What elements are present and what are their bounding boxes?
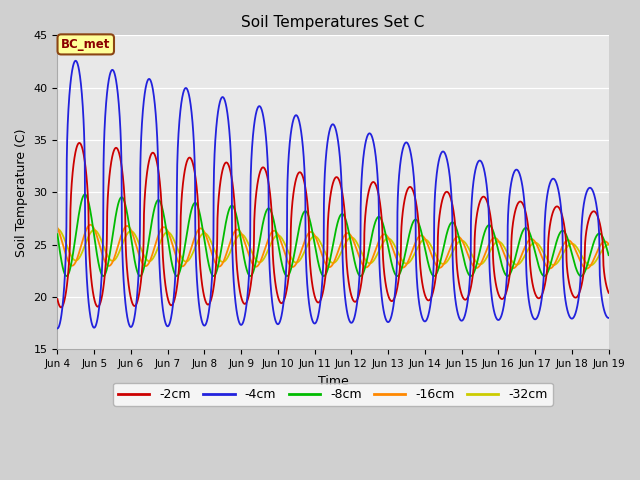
-8cm <box>54 231 61 237</box>
-4cm <box>535 311 543 317</box>
Line: -16cm: -16cm <box>58 225 609 269</box>
-2cm <box>289 193 297 199</box>
-4cm <box>594 214 602 220</box>
-2cm <box>535 296 543 301</box>
-4cm <box>54 325 61 331</box>
-2cm <box>266 184 273 190</box>
Legend: -2cm, -4cm, -8cm, -16cm, -32cm: -2cm, -4cm, -8cm, -16cm, -32cm <box>113 383 553 406</box>
-16cm <box>583 266 591 272</box>
Title: Soil Temperatures Set C: Soil Temperatures Set C <box>241 15 425 30</box>
-8cm <box>150 210 157 216</box>
-32cm <box>265 246 273 252</box>
-16cm <box>595 247 602 252</box>
-8cm <box>116 195 124 201</box>
-4cm <box>605 315 612 321</box>
-4cm <box>72 58 79 64</box>
-32cm <box>116 247 124 252</box>
Text: BC_met: BC_met <box>61 38 111 51</box>
-32cm <box>586 263 594 268</box>
-2cm <box>76 140 83 146</box>
-16cm <box>265 235 273 240</box>
-8cm <box>595 231 602 237</box>
-4cm <box>116 128 124 133</box>
-4cm <box>289 119 297 125</box>
-2cm <box>150 150 157 156</box>
-16cm <box>116 235 124 240</box>
-32cm <box>605 242 612 248</box>
-16cm <box>149 249 157 255</box>
Line: -32cm: -32cm <box>58 229 609 265</box>
-2cm <box>116 157 124 163</box>
X-axis label: Time: Time <box>317 374 348 388</box>
Line: -8cm: -8cm <box>58 194 609 276</box>
-8cm <box>289 258 297 264</box>
-8cm <box>605 252 612 258</box>
-8cm <box>63 273 70 279</box>
-4cm <box>149 88 157 94</box>
-16cm <box>86 222 94 228</box>
-32cm <box>594 255 602 261</box>
-8cm <box>81 192 89 197</box>
-8cm <box>266 205 273 211</box>
-16cm <box>289 264 297 270</box>
-2cm <box>595 215 602 220</box>
-32cm <box>149 255 157 261</box>
Y-axis label: Soil Temperature (C): Soil Temperature (C) <box>15 128 28 257</box>
-2cm <box>57 304 65 310</box>
-16cm <box>605 241 612 247</box>
-16cm <box>535 246 543 252</box>
-2cm <box>54 296 61 302</box>
-8cm <box>535 264 543 269</box>
-32cm <box>534 241 542 247</box>
Line: -4cm: -4cm <box>58 61 609 328</box>
-32cm <box>289 257 296 263</box>
-32cm <box>54 226 61 232</box>
-16cm <box>54 225 61 230</box>
-4cm <box>265 244 273 250</box>
Line: -2cm: -2cm <box>58 143 609 307</box>
-2cm <box>605 290 612 296</box>
